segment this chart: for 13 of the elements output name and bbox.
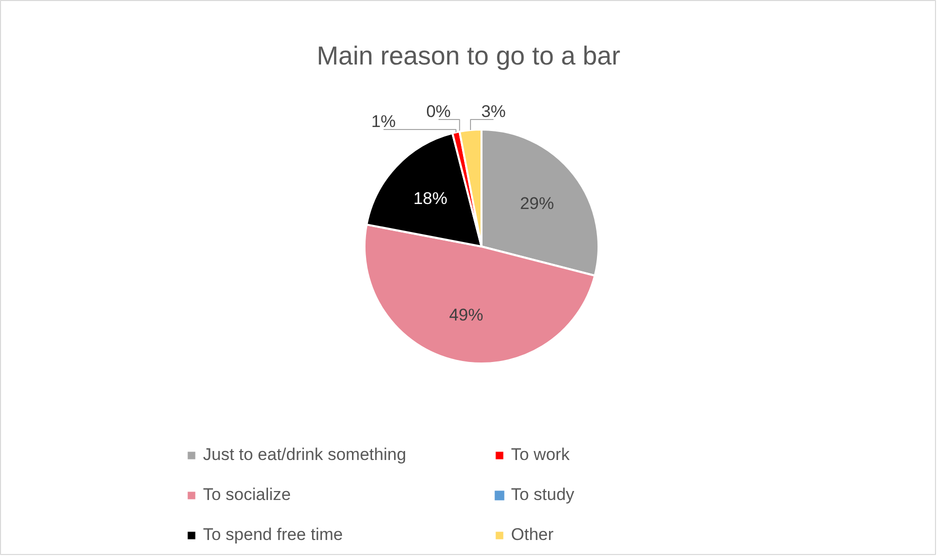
legend-label: To work (511, 445, 571, 465)
legend-label: Other (511, 525, 555, 545)
data-label: 18% (413, 188, 448, 208)
chart-title: Main reason to go to a bar (316, 40, 621, 70)
data-label: 49% (449, 306, 484, 325)
data-label: 29% (520, 194, 554, 213)
legend-label: To spend free time (203, 525, 344, 545)
legend-label: Just to eat/drink something (203, 445, 408, 465)
data-label: 3% (481, 102, 506, 121)
text: 0% (426, 102, 451, 121)
legend-label: To socialize (203, 485, 292, 505)
legend-label: To study (511, 485, 576, 505)
data-label: 1% (371, 112, 396, 131)
